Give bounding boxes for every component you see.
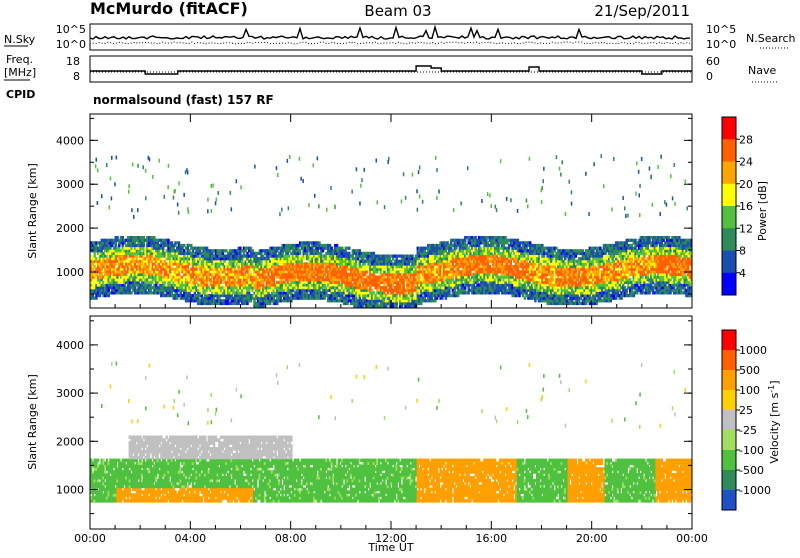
freq-label-line1: Freq.	[6, 53, 33, 66]
noise-search-label: N.Search	[746, 32, 796, 45]
noise-left-tick-top: 10^5	[56, 23, 86, 36]
noise-right-tick-top: 10^5	[706, 23, 736, 36]
frequency-panel: Freq. [MHz] 18 8 60 0 Nave	[4, 53, 778, 83]
beam-label: Beam 03	[364, 2, 431, 20]
nave-label: Nave	[748, 64, 776, 77]
plot-title: McMurdo (fitACF)	[90, 0, 248, 18]
noise-search-trace	[90, 42, 690, 44]
cpid-value: normalsound (fast) 157 RF	[93, 93, 274, 107]
cpid-label: CPID	[6, 88, 35, 101]
power-cell	[348, 247, 350, 250]
noise-sky-label: N.Sky	[4, 33, 36, 46]
frequency-trace	[90, 66, 692, 74]
freq-label-line2: [MHz]	[4, 66, 36, 79]
freq-tick-bottom: 8	[73, 70, 80, 83]
noise-right-tick-bottom: 10^0	[706, 38, 736, 51]
noise-panel: N.Sky 10^5 10^0 10^5 10^0 N.Search	[4, 23, 796, 51]
noise-left-tick-bottom: 10^0	[56, 38, 86, 51]
nave-tick-bottom: 0	[706, 70, 713, 83]
nave-tick-top: 60	[706, 55, 720, 68]
noise-sky-trace	[90, 27, 690, 39]
freq-tick-top: 18	[66, 55, 80, 68]
date-label: 21/Sep/2011	[594, 2, 690, 20]
